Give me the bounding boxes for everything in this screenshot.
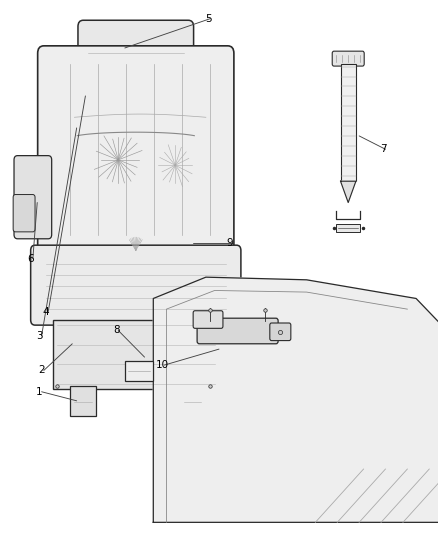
Text: 4: 4	[42, 307, 49, 317]
FancyBboxPatch shape	[13, 195, 35, 232]
FancyBboxPatch shape	[38, 46, 234, 263]
Polygon shape	[341, 181, 356, 203]
FancyBboxPatch shape	[193, 311, 223, 328]
FancyBboxPatch shape	[70, 386, 96, 416]
Text: 7: 7	[380, 144, 387, 154]
FancyBboxPatch shape	[341, 64, 356, 181]
FancyBboxPatch shape	[197, 318, 278, 344]
Text: 6: 6	[27, 254, 34, 263]
Polygon shape	[153, 277, 438, 522]
FancyBboxPatch shape	[270, 323, 291, 341]
FancyBboxPatch shape	[53, 320, 219, 389]
FancyBboxPatch shape	[31, 245, 241, 325]
Text: 1: 1	[36, 387, 43, 397]
Text: 5: 5	[205, 14, 212, 23]
Text: 3: 3	[36, 331, 43, 341]
FancyBboxPatch shape	[78, 20, 194, 70]
FancyBboxPatch shape	[332, 51, 364, 66]
Text: 10: 10	[155, 360, 169, 370]
Text: 8: 8	[113, 326, 120, 335]
FancyBboxPatch shape	[180, 386, 206, 416]
Text: 2: 2	[38, 366, 45, 375]
Text: 9: 9	[226, 238, 233, 247]
Bar	[336, 224, 360, 232]
FancyBboxPatch shape	[14, 156, 52, 239]
Bar	[125, 361, 153, 381]
